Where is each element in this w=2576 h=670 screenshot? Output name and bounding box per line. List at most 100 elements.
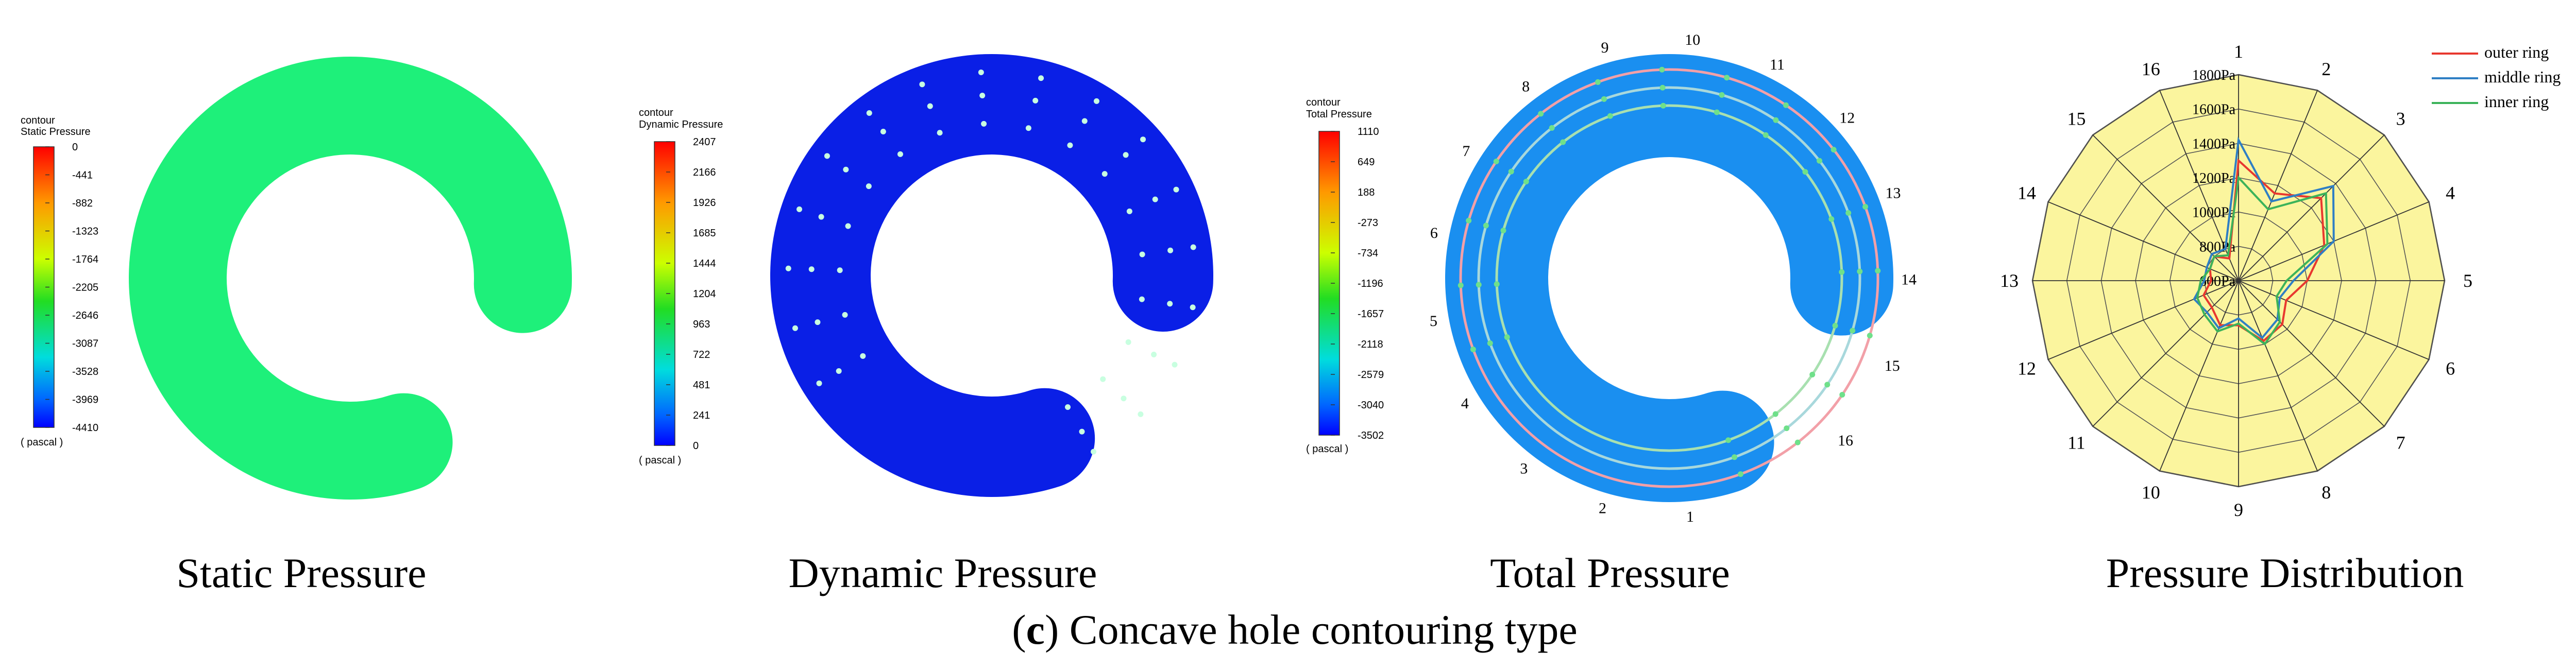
tick-label: -2118 [1358, 339, 1383, 350]
hole-marker [1659, 66, 1665, 73]
tick-label: 481 [693, 380, 710, 391]
hole-marker [1138, 411, 1144, 417]
hole-marker [1139, 296, 1145, 302]
hole-marker [978, 70, 984, 76]
static-unit-label: ( pascal ) [21, 437, 63, 448]
radar-tick-label: 1400Pa [2192, 136, 2236, 152]
tick-label: -1764 [72, 254, 98, 265]
tick-label: 649 [1358, 157, 1375, 168]
point-label: 15 [1885, 357, 1900, 374]
radar-category-label: 2 [2321, 59, 2331, 79]
measurement-circle [1477, 86, 1861, 470]
hole-marker [1038, 75, 1044, 81]
dynamic-pressure-panel: contour Dynamic Pressure 2407 2166 1926 168… [639, 54, 1213, 596]
hole-marker [1773, 117, 1779, 123]
point-label: 6 [1430, 225, 1438, 242]
hole-marker [1831, 147, 1837, 153]
radar-category-label: 11 [2067, 433, 2086, 453]
point-label: 4 [1461, 395, 1469, 412]
radar-category-label: 1 [2234, 41, 2243, 62]
radar-tick-label: 1800Pa [2192, 67, 2236, 83]
radar-category-label: 6 [2446, 358, 2455, 379]
hole-marker [836, 368, 842, 374]
radar-spoke [2238, 90, 2318, 281]
point-label: 1 [1686, 508, 1694, 525]
measurement-circle [1459, 68, 1879, 488]
hole-marker [1139, 251, 1145, 257]
hole-marker [1839, 391, 1845, 398]
hole-marker [1173, 186, 1179, 193]
hole-marker [1483, 222, 1489, 229]
hole-marker [1875, 268, 1881, 274]
radar-chart: 12345678910111213141516600Pa800Pa1000Pa1… [2000, 41, 2472, 520]
radar-category-label: 4 [2446, 183, 2455, 203]
hole-marker [1560, 139, 1566, 145]
hole-marker [1867, 333, 1873, 339]
hole-marker [818, 214, 824, 220]
figure-caption-prefix: ( [1012, 606, 1026, 653]
tick-label: -2646 [72, 310, 98, 321]
hole-marker [1032, 97, 1039, 104]
hole-marker [981, 121, 987, 127]
point-label: 8 [1522, 78, 1530, 95]
static-pressure-caption: Static Pressure [176, 549, 426, 596]
radar-spoke [2238, 280, 2429, 360]
dynamic-unit-label: ( pascal ) [639, 455, 681, 466]
point-label: 10 [1685, 31, 1700, 48]
hole-marker [1123, 152, 1129, 158]
hole-marker [837, 267, 843, 273]
point-label: 12 [1839, 109, 1855, 126]
hole-marker [919, 81, 925, 88]
hole-marker [1724, 75, 1730, 81]
hole-marker [1172, 362, 1178, 368]
total-hole-markers [1458, 66, 1881, 477]
hole-marker [796, 206, 803, 212]
tick-label: 241 [693, 410, 710, 421]
hole-marker [1660, 102, 1666, 109]
radar-category-label: 12 [2018, 358, 2036, 379]
hole-marker [1659, 84, 1666, 91]
radar-series-middle-ring [2193, 136, 2335, 339]
legend-inner-ring-label: inner ring [2484, 92, 2549, 111]
hole-marker [1504, 334, 1510, 340]
radar-category-label: 13 [2000, 270, 2019, 291]
total-tick-labels: 1110 649 188 -273 -734 -1196 -1657 -2118 -2579 -3… [1331, 126, 1384, 441]
hole-marker [1738, 471, 1744, 477]
radar-category-label: 15 [2067, 108, 2086, 129]
hole-marker [1839, 269, 1845, 275]
tick-label: -3502 [1358, 430, 1384, 441]
hole-marker [1093, 98, 1099, 104]
total-pressure-caption: Total Pressure [1490, 549, 1730, 596]
hole-marker [1190, 304, 1196, 311]
tick-label: -3087 [72, 338, 98, 350]
tick-label: 963 [693, 319, 710, 330]
radar-series-inner-ring [2196, 175, 2329, 346]
tick-label: -3040 [1358, 400, 1384, 411]
tick-label: 2407 [693, 136, 716, 148]
hole-marker [1824, 382, 1831, 388]
hole-marker [937, 130, 943, 136]
hole-marker [1190, 244, 1196, 250]
tick-label: 0 [693, 440, 699, 452]
hole-marker [866, 183, 872, 190]
point-label: 13 [1885, 184, 1901, 201]
hole-marker [1772, 411, 1778, 417]
radar-legend: outer ring middle ring inner ring [2432, 43, 2561, 111]
hole-marker [1494, 281, 1500, 287]
hole-marker [927, 103, 933, 109]
hole-marker [1725, 437, 1732, 443]
hole-marker [1458, 282, 1464, 288]
tick-label: 1926 [693, 197, 716, 209]
tick-label: -441 [72, 170, 93, 181]
hole-marker [1470, 347, 1476, 353]
hole-marker [842, 312, 848, 318]
total-pressure-ring [1445, 54, 1893, 502]
point-label: 2 [1599, 500, 1606, 517]
tick-label: 1204 [693, 288, 716, 300]
hole-marker [1784, 425, 1790, 432]
tick-label: -734 [1358, 248, 1378, 259]
total-legend-label: contour [1306, 97, 1341, 108]
hole-marker [1850, 328, 1856, 334]
tick-label: -2579 [1358, 369, 1384, 381]
